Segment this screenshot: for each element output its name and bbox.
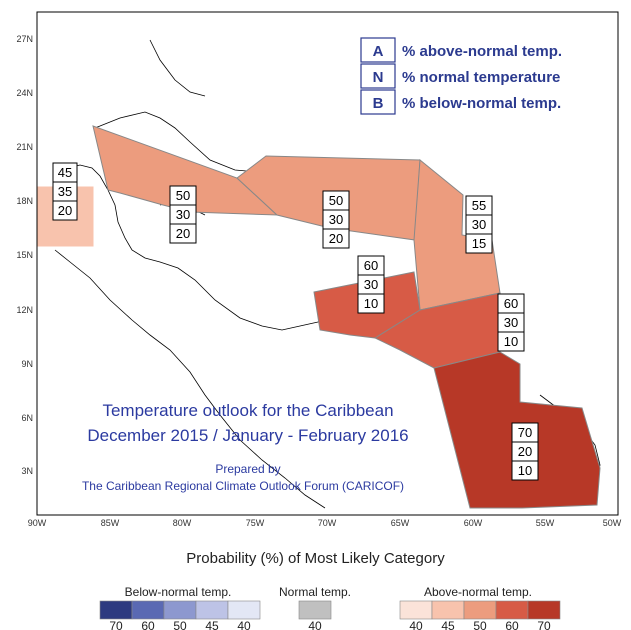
lon-label: 50W	[603, 518, 622, 528]
prob-box-guianas: 70 20 10	[511, 422, 539, 481]
prob-box-leeward: 55 30 15	[465, 195, 493, 254]
latitude-labels: 3N 6N 9N 12N 15N 18N 21N 24N 27N	[16, 34, 33, 476]
lat-label: 27N	[16, 34, 33, 44]
below-value: 10	[504, 334, 518, 349]
key-letter-a: A	[373, 43, 384, 60]
normal-value: 30	[364, 277, 378, 292]
below-normal-swatch	[195, 600, 229, 620]
lat-label: 18N	[16, 196, 33, 206]
normal-value: 30	[329, 212, 343, 227]
below-normal-swatch	[163, 600, 197, 620]
below-value: 15	[472, 236, 486, 251]
above-normal-swatch	[431, 600, 465, 620]
lon-label: 60W	[464, 518, 483, 528]
lat-label: 24N	[16, 88, 33, 98]
above-normal-tick-label: 50	[473, 619, 487, 630]
below-normal-tick-label: 40	[237, 619, 251, 630]
below-normal-tick-label: 60	[141, 619, 155, 630]
key-box-b	[360, 89, 396, 115]
above-normal-tick-label: 70	[537, 619, 551, 630]
florida-coast	[149, 39, 206, 97]
below-normal-label: Below-normal temp.	[125, 585, 232, 599]
above-value: 70	[518, 425, 532, 440]
below-normal-swatch	[99, 600, 133, 620]
lon-label: 55W	[536, 518, 555, 528]
probability-boxes: 45 35 20 50 30 20 50 30 20 55 30	[52, 162, 539, 481]
above-normal-label: Above-normal temp.	[424, 585, 532, 599]
lat-label: 9N	[21, 359, 33, 369]
normal-swatch	[298, 600, 332, 620]
key-box-a	[360, 37, 396, 63]
below-normal-swatch	[227, 600, 261, 620]
below-value: 20	[176, 226, 190, 241]
above-normal-swatch	[399, 600, 433, 620]
key-desc-a: % above-normal temp.	[402, 43, 562, 60]
above-value: 50	[329, 193, 343, 208]
lat-label: 12N	[16, 305, 33, 315]
prob-box-belize: 45 35 20	[52, 162, 78, 221]
normal-value: 30	[504, 315, 518, 330]
above-normal-swatch	[527, 600, 561, 620]
below-normal-tick-label: 50	[173, 619, 187, 630]
lat-label: 3N	[21, 466, 33, 476]
below-value: 10	[364, 296, 378, 311]
normal-value: 35	[58, 184, 72, 199]
lon-label: 90W	[28, 518, 47, 528]
color-scale-legend: Below-normal temp. Normal temp. Above-no…	[99, 585, 561, 630]
normal-value: 30	[472, 217, 486, 232]
map-title-line1: Temperature outlook for the Caribbean	[102, 401, 393, 420]
normal-tick-label: 40	[308, 619, 322, 630]
lat-label: 15N	[16, 250, 33, 260]
key-desc-n: % normal temperature	[402, 69, 560, 86]
lon-label: 85W	[101, 518, 120, 528]
lat-label: 21N	[16, 142, 33, 152]
normal-value: 30	[176, 207, 190, 222]
lon-label: 65W	[391, 518, 410, 528]
central-america-coast	[54, 164, 319, 331]
legend-title: Probability (%) of Most Likely Category	[186, 550, 445, 567]
key-desc-b: % below-normal temp.	[402, 95, 561, 112]
prob-box-trinidad: 60 30 10	[497, 293, 525, 352]
prob-box-abc: 60 30 10	[357, 255, 385, 314]
key-box-n	[360, 63, 396, 89]
below-value: 20	[329, 231, 343, 246]
normal-swatches: 40	[298, 600, 332, 630]
longitude-labels: 90W 85W 80W 75W 70W 65W 60W 55W 50W	[28, 518, 622, 528]
below-normal-tick-label: 70	[109, 619, 123, 630]
forum-credit: The Caribbean Regional Climate Outlook F…	[82, 479, 404, 493]
lon-label: 75W	[246, 518, 265, 528]
above-normal-tick-label: 60	[505, 619, 519, 630]
below-value: 20	[58, 203, 72, 218]
normal-value: 20	[518, 444, 532, 459]
below-normal-swatches: 70 60 50 45 40	[99, 600, 261, 630]
below-normal-tick-label: 45	[205, 619, 219, 630]
lat-label: 6N	[21, 413, 33, 423]
above-normal-swatch	[495, 600, 529, 620]
above-value: 60	[504, 296, 518, 311]
lon-label: 70W	[318, 518, 337, 528]
above-value: 55	[472, 198, 486, 213]
below-normal-swatch	[131, 600, 165, 620]
region-leeward	[413, 159, 501, 311]
above-value: 60	[364, 258, 378, 273]
above-normal-swatches: 40 45 50 60 70	[399, 600, 561, 630]
lon-label: 80W	[173, 518, 192, 528]
above-normal-tick-label: 40	[409, 619, 423, 630]
pacific-coast	[54, 249, 326, 509]
above-value: 45	[58, 165, 72, 180]
prob-box-bahamas-cuba: 50 30 20	[169, 185, 197, 244]
prob-box-hispaniola: 50 30 20	[322, 190, 350, 249]
below-value: 10	[518, 463, 532, 478]
above-normal-tick-label: 45	[441, 619, 455, 630]
above-normal-swatch	[463, 600, 497, 620]
key-letter-b: B	[373, 95, 384, 112]
prepared-by: Prepared by	[215, 462, 280, 476]
above-value: 50	[176, 188, 190, 203]
category-key: A % above-normal temp. N % normal temper…	[360, 37, 562, 115]
normal-label: Normal temp.	[279, 585, 351, 599]
key-letter-n: N	[373, 69, 384, 86]
map-title-line2: December 2015 / January - February 2016	[87, 426, 408, 445]
